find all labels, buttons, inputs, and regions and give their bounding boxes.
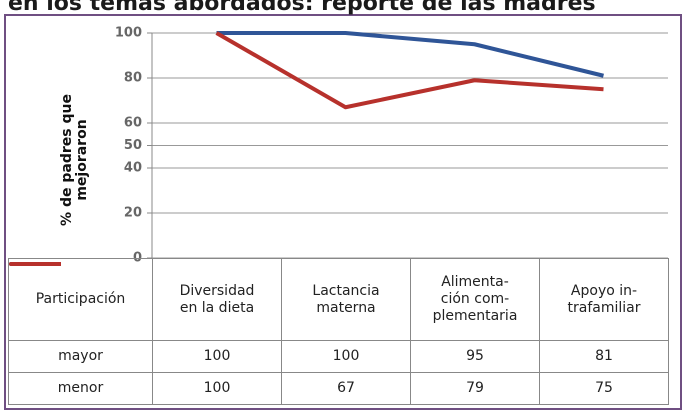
- y-tick-label: 50: [124, 138, 142, 153]
- table-header-row: Participación Diversidad en la dieta Lacta…: [8, 258, 669, 341]
- legend-cell: menor: [8, 261, 153, 405]
- table-header: Participación: [8, 258, 153, 341]
- legend-label: mayor: [58, 348, 103, 364]
- series-line: [215, 31, 604, 110]
- value-cell: 81: [539, 340, 669, 373]
- value-cell: 67: [281, 372, 411, 405]
- series-line: [216, 31, 604, 78]
- value-cell: 75: [539, 372, 669, 405]
- table-row: mayor 100 100 95 81: [8, 261, 669, 373]
- category-label: Alimenta- ción com- plementaria: [410, 258, 540, 341]
- legend-swatch: [8, 261, 61, 266]
- table-row: menor 100 67 79 75: [8, 261, 669, 405]
- value-cell: 100: [152, 340, 282, 373]
- y-axis-label: % de padres que mejoraron: [59, 94, 90, 226]
- category-label: Apoyo in- trafamiliar: [539, 258, 669, 341]
- value-cell: 79: [410, 372, 540, 405]
- y-tick-label: 20: [124, 206, 142, 221]
- legend-cell: mayor: [8, 261, 153, 373]
- value-cell: 95: [410, 340, 540, 373]
- data-table: Participación Diversidad en la dieta Lacta…: [8, 258, 669, 405]
- chart-title: en los temas abordados: reporte de las m…: [8, 0, 596, 16]
- value-cell: 100: [281, 340, 411, 373]
- legend-label: menor: [57, 380, 104, 396]
- y-tick-label: 40: [124, 161, 142, 176]
- y-tick-label: 100: [115, 26, 142, 41]
- value-cell: 100: [152, 372, 282, 405]
- category-label: Diversidad en la dieta: [152, 258, 282, 341]
- frame: [4, 14, 682, 410]
- category-label: Lactancia materna: [281, 258, 411, 341]
- y-tick-label: 80: [124, 71, 142, 86]
- y-tick-label: 60: [124, 116, 142, 131]
